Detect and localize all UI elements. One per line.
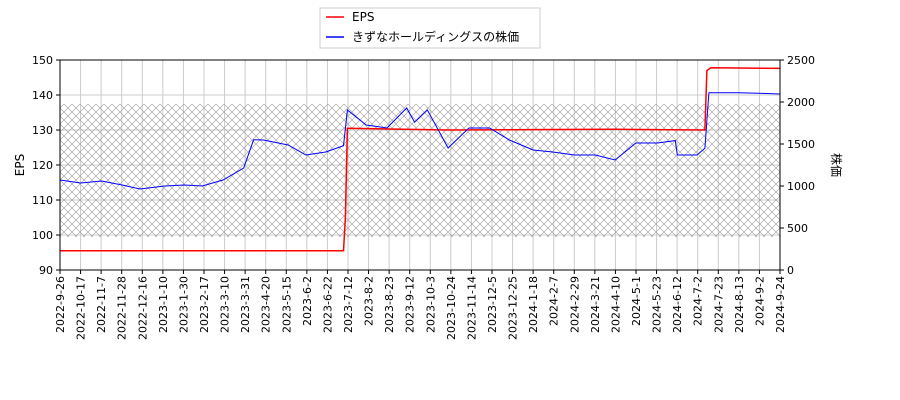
x-tick-label: 2023-8-23	[383, 276, 396, 333]
y2-tick-label: 1500	[787, 138, 815, 151]
y2-tick-label: 1000	[787, 180, 815, 193]
x-tick-label: 2023-7-12	[342, 276, 355, 333]
x-tick-label: 2023-12-5	[486, 276, 499, 333]
x-tick-label: 2022-10-17	[75, 276, 88, 340]
x-tick-label: 2022-12-16	[136, 276, 149, 340]
y-tick-label: 140	[32, 89, 53, 102]
x-tick-label: 2023-3-10	[219, 276, 232, 333]
x-tick-label: 2024-7-23	[712, 276, 725, 333]
x-tick-label: 2023-10-3	[424, 276, 437, 333]
x-tick-label: 2023-2-17	[198, 276, 211, 333]
x-tick-label: 2023-9-12	[404, 276, 417, 333]
x-tick-label: 2023-4-20	[260, 276, 273, 333]
y2-tick-label: 2500	[787, 54, 815, 67]
x-tick-label: 2024-7-2	[692, 276, 705, 326]
x-tick-label: 2024-1-18	[527, 276, 540, 333]
y-tick-label: 90	[39, 264, 53, 277]
y2-tick-label: 2000	[787, 96, 815, 109]
x-tick-label: 2024-6-12	[671, 276, 684, 333]
x-tick-label: 2024-5-1	[630, 276, 643, 326]
legend: EPS きずなホールディングスの株価	[319, 7, 541, 49]
y-tick-label: 110	[32, 194, 53, 207]
x-tick-label: 2024-5-23	[651, 276, 664, 333]
x-tick-label: 2023-11-14	[465, 276, 478, 340]
y-tick-label: 130	[32, 124, 53, 137]
x-tick-label: 2024-2-7	[548, 276, 561, 326]
x-tick-label: 2023-1-10	[157, 276, 170, 333]
x-tick-label: 2023-6-22	[321, 276, 334, 333]
x-tick-label: 2023-6-2	[301, 276, 314, 326]
x-tick-label: 2024-2-29	[568, 276, 581, 333]
x-tick-label: 2023-3-31	[239, 276, 252, 333]
x-tick-label: 2022-9-26	[54, 276, 67, 333]
y-axis-label: EPS	[13, 154, 27, 176]
y-tick-label: 120	[32, 159, 53, 172]
y2-tick-label: 500	[787, 222, 808, 235]
x-tick-label: 2023-8-2	[363, 276, 376, 326]
x-tick-label: 2022-11-7	[95, 276, 108, 333]
x-tick-label: 2024-8-13	[733, 276, 746, 333]
x-tick-label: 2024-4-10	[609, 276, 622, 333]
legend-label-eps: EPS	[352, 10, 374, 24]
y2-tick-label: 0	[787, 264, 794, 277]
x-tick-label: 2023-1-30	[177, 276, 190, 333]
x-tick-label: 2024-3-21	[589, 276, 602, 333]
x-tick-label: 2023-5-15	[280, 276, 293, 333]
x-tick-label: 2023-12-25	[507, 276, 520, 340]
price-line	[59, 92, 781, 190]
y2-axis-label: 株価	[829, 153, 844, 177]
x-tick-label: 2024-9-24	[774, 276, 787, 333]
eps-line	[60, 66, 781, 252]
x-tick-label: 2024-9-2	[753, 276, 766, 326]
hatched-band	[60, 104, 780, 237]
y-tick-label: 100	[32, 229, 53, 242]
legend-label-price: きずなホールディングスの株価	[352, 29, 519, 44]
x-tick-label: 2022-11-28	[116, 276, 129, 340]
y-tick-label: 150	[32, 54, 53, 67]
x-tick-label: 2023-10-24	[445, 276, 458, 340]
